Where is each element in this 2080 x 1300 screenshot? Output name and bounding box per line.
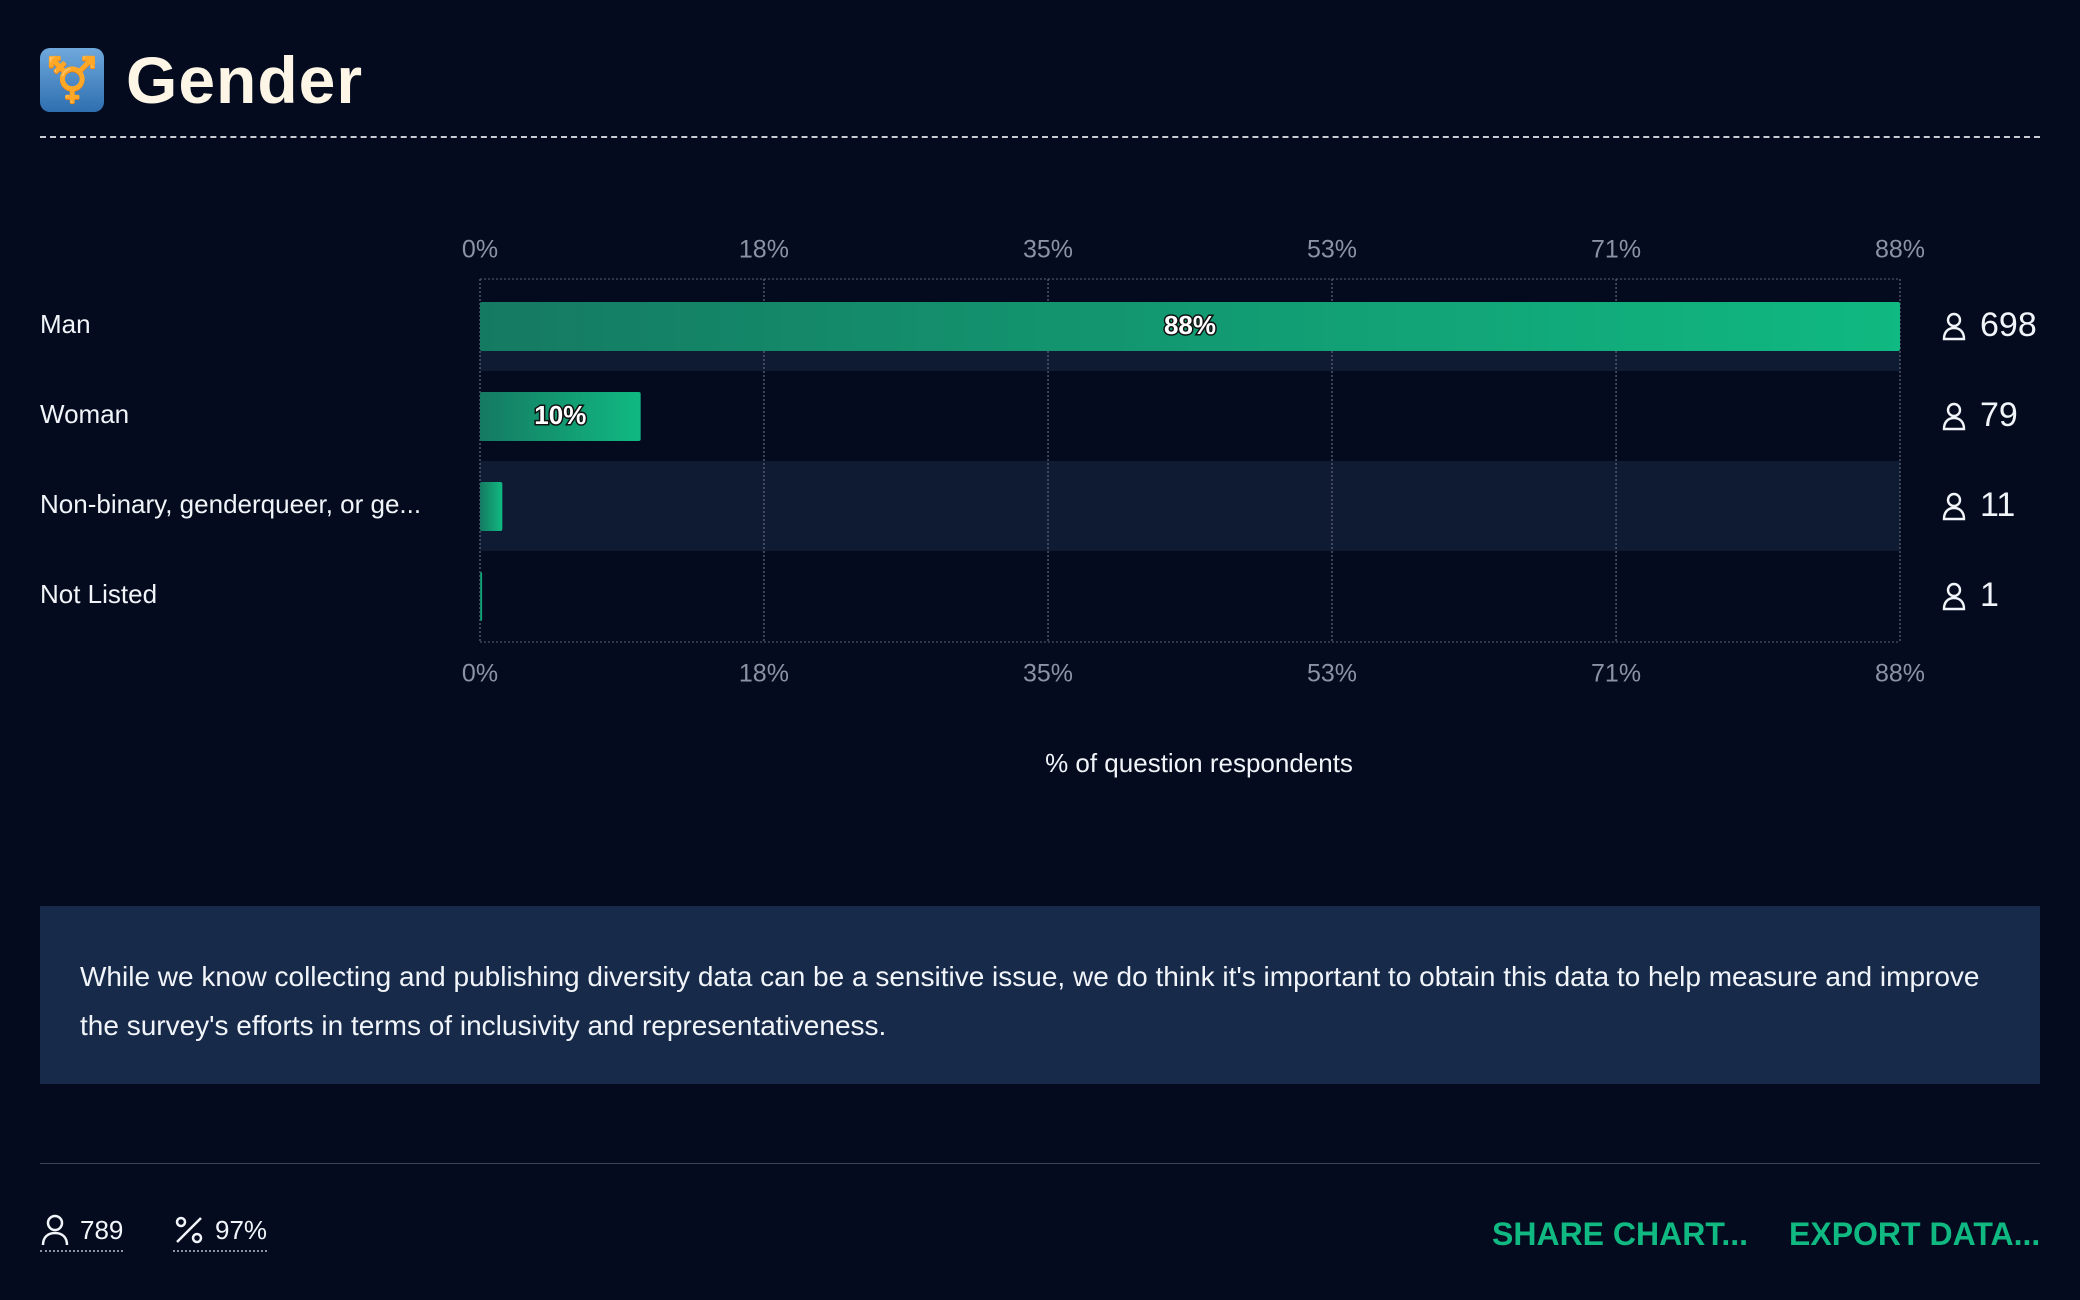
category-label: Non-binary, genderqueer, or ge... xyxy=(40,489,421,519)
bar xyxy=(480,302,1900,351)
count-label: 1 xyxy=(1980,576,1999,614)
icon-head xyxy=(1946,492,1962,508)
respondents-count: 789 xyxy=(80,1214,124,1245)
person-icon xyxy=(41,1214,69,1246)
respondents-stat[interactable]: 789 xyxy=(40,1214,124,1252)
x-tick-label: 71% xyxy=(1591,660,1641,688)
header: ⚧️ Gender xyxy=(40,40,363,120)
share-button[interactable]: SHARE CHART... xyxy=(1492,1216,1749,1252)
divider xyxy=(40,136,2040,138)
x-tick-label: 18% xyxy=(739,236,789,264)
icon-head xyxy=(1946,582,1962,598)
person-icon xyxy=(1942,312,1966,341)
x-tick-label: 0% xyxy=(462,236,498,264)
header-icon: ⚧️ xyxy=(40,48,104,112)
count-label: 698 xyxy=(1980,306,2037,344)
icon-body xyxy=(1942,596,1966,611)
category-label: Woman xyxy=(40,399,129,429)
x-tick-label: 18% xyxy=(739,660,789,688)
icon-body xyxy=(1942,326,1966,341)
icon-body xyxy=(1942,506,1966,521)
category-label: Man xyxy=(40,309,91,339)
percent-icon xyxy=(175,1216,203,1244)
note: While we know collecting and publishing … xyxy=(40,906,2040,1084)
bar xyxy=(480,482,503,531)
bar xyxy=(480,572,483,621)
divider xyxy=(40,1163,2040,1164)
value-label: 10% xyxy=(534,400,586,430)
x-tick-label: 88% xyxy=(1875,660,1925,688)
person-icon xyxy=(1942,402,1966,431)
person-icon xyxy=(1942,582,1966,611)
count-label: 11 xyxy=(1980,486,2015,524)
icon-head xyxy=(1946,402,1962,418)
bar xyxy=(480,392,641,441)
value-label: 88% xyxy=(1164,310,1216,340)
x-tick-label: 0% xyxy=(462,660,498,688)
icon-body xyxy=(1942,416,1966,431)
page-title: Gender xyxy=(126,43,364,117)
x-tick-label: 88% xyxy=(1875,236,1925,264)
x-axis-label: % of question respondents xyxy=(1045,748,1353,778)
count-label: 79 xyxy=(1980,396,2018,434)
x-tick-label: 71% xyxy=(1591,236,1641,264)
row-band xyxy=(480,461,1900,551)
completion-stat[interactable]: 97% xyxy=(173,1214,268,1252)
x-tick-label: 35% xyxy=(1023,660,1073,688)
export-button[interactable]: EXPORT DATA... xyxy=(1789,1216,2041,1252)
category-label: Not Listed xyxy=(40,579,157,609)
icon-head xyxy=(1946,312,1962,328)
completion-rate: 97% xyxy=(215,1214,268,1245)
x-tick-label: 53% xyxy=(1307,660,1357,688)
person-icon xyxy=(1942,492,1966,521)
x-tick-label: 53% xyxy=(1307,236,1357,264)
x-tick-label: 35% xyxy=(1023,236,1073,264)
chart: 0% 0% 18% 18% 35% 35% 53% 53% 71% 71% 88% 88% Man 88%… xyxy=(40,236,2037,778)
